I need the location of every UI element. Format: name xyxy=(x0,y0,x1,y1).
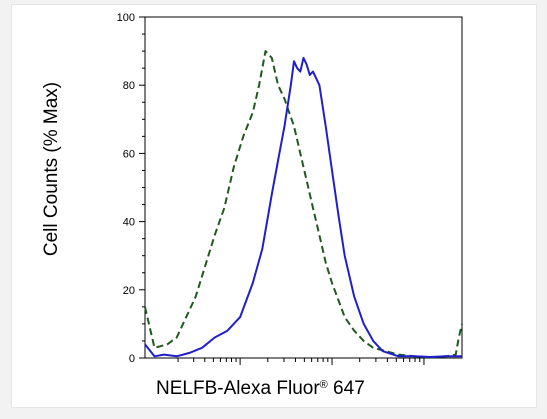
y-tick-label: 20 xyxy=(123,285,135,297)
y-tick-label: 40 xyxy=(123,217,135,229)
y-tick-label: 0 xyxy=(129,353,135,365)
y-tick-label: 60 xyxy=(123,148,135,160)
y-axis-label: Cell Counts (% Max) xyxy=(41,81,62,257)
x-axis-label-suffix: 647 xyxy=(327,378,365,399)
x-axis-label: NELFB-Alexa Fluor® 647 xyxy=(156,378,365,400)
x-axis-label-registered: ® xyxy=(319,379,328,391)
y-tick-label: 100 xyxy=(117,12,135,24)
y-tick-label: 80 xyxy=(123,80,135,92)
control-series-line xyxy=(144,50,463,359)
plot-frame xyxy=(144,16,463,359)
x-axis-label-main: NELFB-Alexa Fluor xyxy=(156,378,320,399)
sample-series-line xyxy=(144,56,462,358)
